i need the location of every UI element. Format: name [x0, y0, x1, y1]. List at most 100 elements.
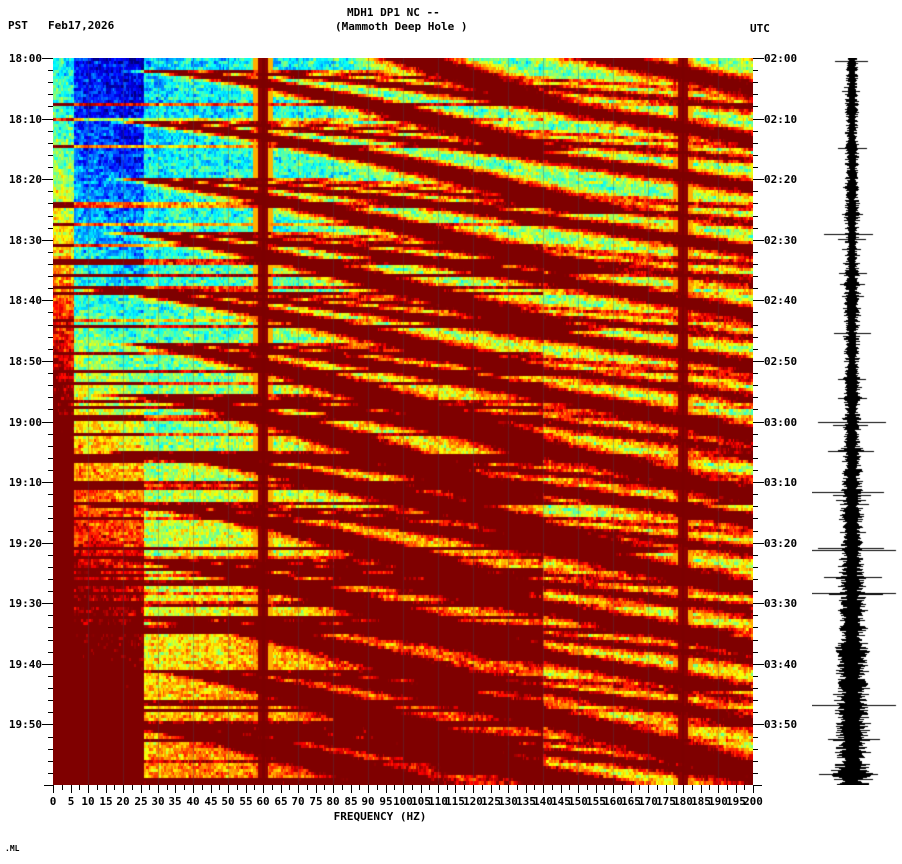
- time-tick-utc: [753, 664, 764, 665]
- time-tick-pst: [42, 240, 53, 241]
- frequency-tick-label: 200: [743, 795, 763, 808]
- time-tick-utc: [753, 240, 764, 241]
- spectrogram-plot[interactable]: [53, 58, 753, 785]
- frequency-tick-label: 190: [708, 795, 728, 808]
- time-tick-utc: [753, 543, 764, 544]
- frequency-tick-label: 80: [326, 795, 340, 808]
- corner-mark: .ML: [5, 844, 20, 853]
- time-label-utc: 03:30: [764, 597, 798, 610]
- time-label-pst: 18:20: [8, 173, 42, 186]
- frequency-tick-label: 25: [134, 795, 148, 808]
- frequency-tick-label: 175: [656, 795, 676, 808]
- frequency-tick-label: 70: [291, 795, 305, 808]
- frequency-tick-label: 90: [361, 795, 375, 808]
- time-label-utc: 03:20: [764, 537, 798, 550]
- frequency-tick-label: 95: [379, 795, 393, 808]
- frequency-tick-label: 110: [428, 795, 448, 808]
- time-tick-pst: [42, 724, 53, 725]
- time-label-utc: 02:10: [764, 113, 798, 126]
- frequency-tick-label: 140: [533, 795, 553, 808]
- time-tick-pst: [42, 664, 53, 665]
- frequency-tick-label: 170: [638, 795, 658, 808]
- frequency-tick-label: 75: [309, 795, 323, 808]
- time-label-pst: 19:10: [8, 476, 42, 489]
- frequency-axis: [53, 785, 754, 793]
- time-tick-utc: [753, 482, 764, 483]
- time-label-utc: 02:40: [764, 294, 798, 307]
- time-tick-utc: [753, 58, 764, 59]
- frequency-tick-label: 105: [411, 795, 431, 808]
- time-tick-utc: [753, 300, 764, 301]
- time-tick-pst: [42, 58, 53, 59]
- time-label-utc: 03:00: [764, 416, 798, 429]
- time-label-utc: 02:50: [764, 355, 798, 368]
- station-title-line2: (Mammoth Deep Hole ): [335, 20, 468, 33]
- time-tick-utc: [753, 119, 764, 120]
- time-label-pst: 19:00: [8, 416, 42, 429]
- frequency-tick-label: 135: [516, 795, 536, 808]
- frequency-tick-label: 50: [221, 795, 235, 808]
- time-label-pst: 19:30: [8, 597, 42, 610]
- frequency-tick-label: 180: [673, 795, 693, 808]
- frequency-tick-label: 55: [239, 795, 253, 808]
- frequency-tick-label: 185: [691, 795, 711, 808]
- frequency-tick-label: 160: [603, 795, 623, 808]
- time-tick-pst: [42, 543, 53, 544]
- time-tick-pst: [42, 603, 53, 604]
- frequency-tick-label: 120: [463, 795, 483, 808]
- time-tick-pst: [42, 422, 53, 423]
- frequency-tick-label: 155: [586, 795, 606, 808]
- time-label-pst: 19:40: [8, 658, 42, 671]
- time-label-utc: 03:40: [764, 658, 798, 671]
- frequency-tick-label: 125: [481, 795, 501, 808]
- frequency-tick-label: 85: [344, 795, 358, 808]
- frequency-tick-label: 145: [551, 795, 571, 808]
- time-tick-pst: [42, 119, 53, 120]
- station-title-line1: MDH1 DP1 NC --: [347, 6, 440, 19]
- time-label-pst: 18:10: [8, 113, 42, 126]
- time-label-pst: 19:20: [8, 537, 42, 550]
- frequency-tick-label: 30: [151, 795, 165, 808]
- frequency-tick-label: 65: [274, 795, 288, 808]
- frequency-tick-label: 60: [256, 795, 270, 808]
- time-label-pst: 18:40: [8, 294, 42, 307]
- frequency-tick-label: 130: [498, 795, 518, 808]
- time-label-utc: 03:50: [764, 718, 798, 731]
- frequency-tick-label: 20: [116, 795, 130, 808]
- frequency-tick-label: 45: [204, 795, 218, 808]
- seismogram-trace-canvas: [812, 58, 898, 785]
- time-label-utc: 02:20: [764, 173, 798, 186]
- time-label-utc: 03:10: [764, 476, 798, 489]
- timezone-label-right: UTC: [750, 22, 770, 35]
- frequency-tick-label: 5: [67, 795, 75, 808]
- time-label-pst: 18:50: [8, 355, 42, 368]
- frequency-tick-label: 10: [81, 795, 95, 808]
- time-tick-pst: [42, 482, 53, 483]
- frequency-tick-label: 195: [726, 795, 746, 808]
- frequency-tick-label: 115: [445, 795, 465, 808]
- frequency-tick-label: 35: [168, 795, 182, 808]
- time-label-pst: 18:00: [8, 52, 42, 65]
- frequency-tick-label: 150: [568, 795, 588, 808]
- time-tick-utc: [753, 603, 764, 604]
- seismogram-trace: [812, 58, 898, 785]
- frequency-tick-label: 100: [393, 795, 413, 808]
- timezone-label-left: PST: [8, 19, 28, 32]
- time-label-pst: 19:50: [8, 718, 42, 731]
- time-tick-utc: [753, 361, 764, 362]
- frequency-axis-title: FREQUENCY (HZ): [333, 810, 427, 823]
- frequency-tick-label: 0: [49, 795, 57, 808]
- frequency-tick-label: 40: [186, 795, 200, 808]
- time-label-utc: 02:30: [764, 234, 798, 247]
- time-tick-pst: [42, 300, 53, 301]
- frequency-tick-label: 165: [621, 795, 641, 808]
- spectrogram-canvas: [53, 58, 753, 785]
- time-label-pst: 18:30: [8, 234, 42, 247]
- date-label: Feb17,2026: [48, 19, 115, 32]
- time-tick-utc: [753, 724, 764, 725]
- time-tick-pst: [42, 179, 53, 180]
- frequency-tick-label: 15: [99, 795, 113, 808]
- time-label-utc: 02:00: [764, 52, 798, 65]
- time-tick-utc: [753, 422, 764, 423]
- time-tick-utc: [753, 179, 764, 180]
